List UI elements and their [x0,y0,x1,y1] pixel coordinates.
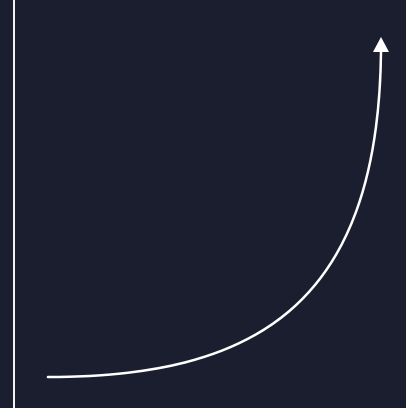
growth-curve [46,50,383,379]
arrowhead [373,37,389,52]
